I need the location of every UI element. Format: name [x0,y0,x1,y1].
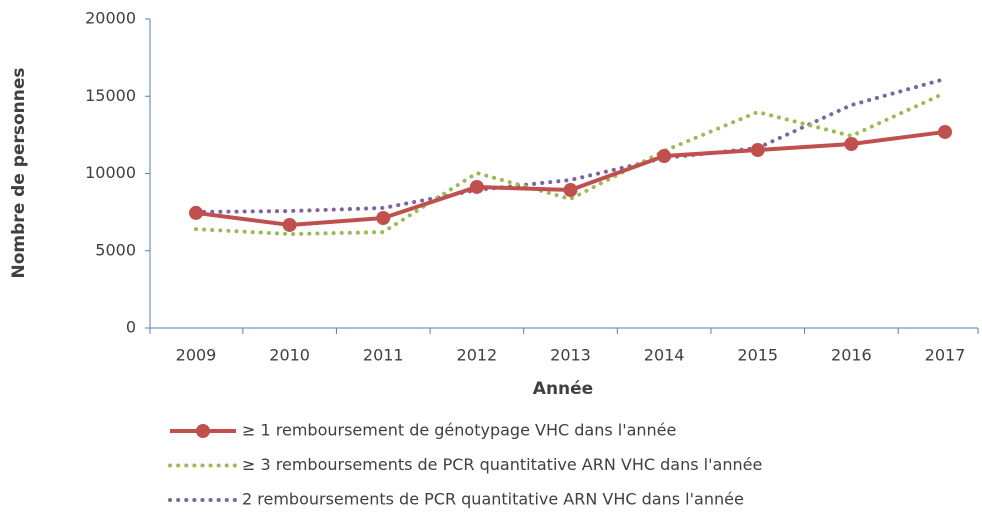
point [376,210,391,225]
x-tick-label: 2009 [176,346,217,365]
point [563,183,578,198]
x-tick-label: 2012 [457,346,498,365]
legend-marker [196,424,210,438]
y-tick-label: 5000 [95,240,136,259]
x-tick-label: 2016 [831,346,872,365]
y-tick-label: 15000 [85,86,136,105]
legend-label: ≥ 3 remboursements de PCR quantitative A… [242,455,762,474]
y-tick-label: 10000 [85,163,136,182]
legend-label: ≥ 1 remboursement de génotypage VHC dans… [242,421,676,440]
point [750,143,765,158]
point [657,149,672,164]
y-tick-label: 0 [126,318,136,337]
x-tick-label: 2014 [644,346,685,365]
x-axis-title: Année [533,379,593,399]
y-axis-title: Nombre de personnes [9,68,29,279]
point [844,136,859,151]
point [282,217,297,232]
x-tick-label: 2011 [363,346,404,365]
series-line [194,91,947,237]
point [938,124,952,139]
point [469,179,484,194]
x-tick-label: 2017 [925,346,966,365]
x-tick-label: 2013 [550,346,591,365]
x-tick-label: 2010 [269,346,310,365]
y-tick-label: 20000 [85,9,136,28]
x-tick-label: 2015 [737,346,778,365]
point [189,205,203,220]
legend-label: 2 remboursements de PCR quantitative ARN… [242,490,744,509]
